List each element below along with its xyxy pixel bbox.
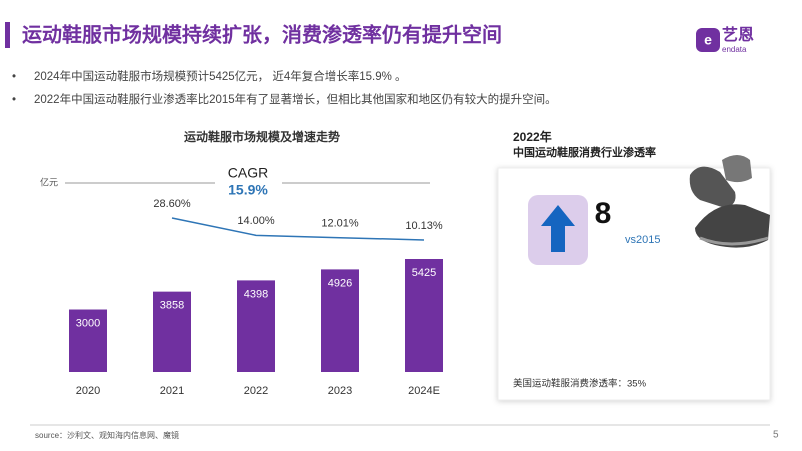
x-tick-label: 2023 [328,385,352,397]
x-tick-label: 2024E [408,385,440,397]
bar-label: 5425 [412,267,436,279]
bullet-text: 2024年中国运动鞋服市场规模预计5425亿元， 近4年复合增长率15.9% 。 [34,71,407,83]
logo-sub: endata [722,45,747,54]
x-tick-label: 2020 [76,385,100,397]
shoes-illustration [689,155,770,248]
bullet-text: 2022年中国运动鞋服行业渗透率比2015年有了显著增长，但相比其他国家和地区仍… [34,94,557,106]
x-tick-label: 2022 [244,385,268,397]
bullet: • 2024年中国运动鞋服市场规模预计5425亿元， 近4年复合增长率15.9% … [12,71,407,83]
panel-note: 美国运动鞋服消费渗透率：35% [513,378,647,390]
bar-label: 4926 [328,277,352,289]
bar [69,309,107,372]
panel-compare: vs2015 [625,234,660,246]
cagr-label: CAGR [228,165,268,181]
chart-title: 运动鞋服市场规模及增速走势 [184,129,340,144]
x-tick-label: 2021 [160,385,184,397]
bar-label: 3858 [160,300,184,312]
panel-year: 2022年 [513,129,552,144]
title-accent [5,22,10,48]
bullet: • 2022年中国运动鞋服行业渗透率比2015年有了显著增长，但相比其他国家和地区… [12,94,557,106]
bar [321,269,359,372]
line-label: 10.13% [405,220,443,232]
line-label: 12.01% [321,218,359,230]
logo-icon [696,28,720,52]
growth-line [171,217,425,241]
bar-label: 3000 [76,317,100,329]
bar [405,259,443,372]
panel-title: 中国运动鞋服消费行业渗透率 [513,145,656,159]
panel-value: 8 [595,197,612,230]
line-label: 28.60% [153,198,191,210]
source: source：沙利文、观知海内信息网、魔镜 [35,430,179,440]
bar [153,291,191,372]
logo-icon-letter: e [704,32,712,48]
line-label: 14.00% [237,215,275,227]
logo-text: 艺恩 [722,25,754,44]
bar [237,280,275,372]
cagr-value: 15.9% [228,182,268,198]
up-arrow [541,205,575,252]
bar-label: 4398 [244,288,268,300]
slide-title: 运动鞋服市场规模持续扩张，消费渗透率仍有提升空间 [22,22,502,46]
unit-label: 亿元 [40,176,58,187]
page-number: 5 [773,430,779,441]
